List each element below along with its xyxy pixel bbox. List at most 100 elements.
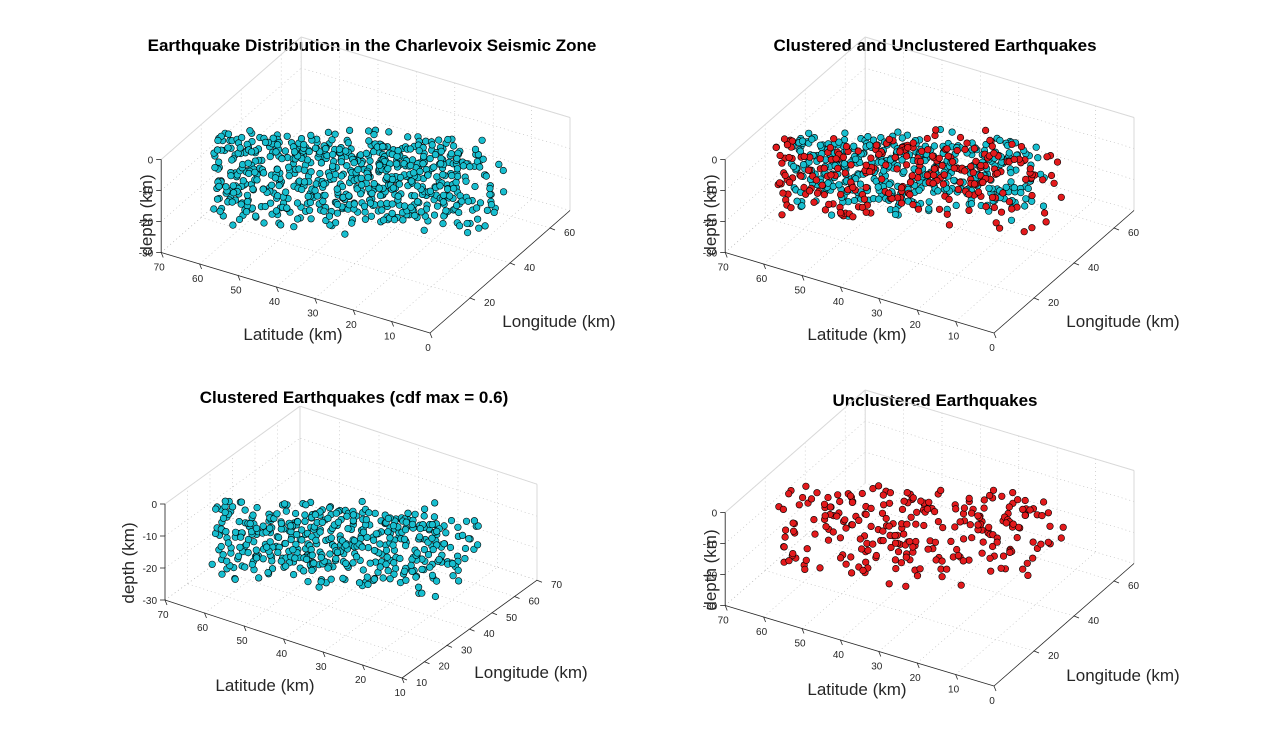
data-point bbox=[816, 564, 824, 572]
data-point bbox=[354, 166, 362, 174]
data-point bbox=[499, 166, 507, 175]
data-point bbox=[985, 491, 994, 500]
data-point bbox=[210, 205, 218, 213]
data-point bbox=[1059, 523, 1067, 531]
data-point bbox=[463, 219, 471, 228]
data-point bbox=[342, 559, 350, 568]
data-point bbox=[478, 136, 486, 144]
data-point bbox=[252, 546, 260, 554]
data-point bbox=[986, 554, 994, 562]
data-point bbox=[350, 159, 358, 167]
y-tick-mark bbox=[391, 321, 394, 327]
data-point bbox=[396, 173, 405, 182]
data-point bbox=[1057, 534, 1065, 542]
data-point bbox=[856, 180, 865, 188]
data-point bbox=[857, 545, 866, 553]
data-point bbox=[416, 167, 424, 176]
data-point bbox=[331, 130, 339, 138]
data-point bbox=[1013, 533, 1021, 542]
data-point bbox=[474, 215, 482, 223]
data-point bbox=[364, 173, 372, 182]
data-point bbox=[924, 146, 932, 154]
x-tick-mark bbox=[491, 612, 498, 616]
data-point bbox=[260, 169, 268, 177]
data-point bbox=[945, 195, 953, 203]
data-point bbox=[999, 189, 1007, 197]
y-tick-mark bbox=[878, 298, 882, 304]
data-point bbox=[237, 200, 245, 208]
data-point bbox=[376, 192, 385, 200]
data-point bbox=[980, 496, 988, 504]
data-point bbox=[408, 520, 417, 529]
data-point bbox=[333, 209, 342, 217]
wall-grid-line bbox=[865, 67, 1135, 149]
data-point bbox=[402, 541, 410, 550]
box-edge bbox=[724, 389, 866, 513]
floor-grid-line bbox=[955, 198, 1096, 322]
data-point bbox=[333, 185, 341, 193]
data-point bbox=[849, 213, 857, 221]
data-point bbox=[924, 545, 932, 553]
data-point bbox=[216, 207, 224, 215]
z-tick-label: -30 bbox=[143, 596, 158, 607]
y-tick-label: 20 bbox=[355, 675, 367, 686]
data-point bbox=[459, 531, 467, 540]
data-point bbox=[875, 150, 883, 158]
data-point bbox=[244, 198, 252, 206]
data-point bbox=[402, 576, 410, 584]
data-point bbox=[420, 226, 428, 234]
data-point bbox=[956, 178, 964, 186]
data-point bbox=[450, 142, 458, 150]
data-point bbox=[803, 545, 811, 553]
floor-grid-line bbox=[765, 570, 1035, 652]
data-point bbox=[869, 485, 877, 493]
data-point bbox=[872, 551, 881, 560]
data-point bbox=[466, 163, 474, 171]
data-point bbox=[404, 509, 412, 517]
data-point bbox=[1024, 571, 1032, 580]
data-point bbox=[317, 578, 325, 586]
data-point bbox=[785, 490, 793, 498]
z-tick-label: -20 bbox=[703, 571, 718, 582]
data-point bbox=[371, 509, 379, 518]
chart-2-axes: Longitude (km) Latitude (km) depth (km) … bbox=[701, 36, 1180, 354]
data-point bbox=[213, 195, 222, 203]
data-point bbox=[798, 202, 806, 210]
data-point bbox=[869, 540, 877, 548]
data-point bbox=[808, 135, 816, 143]
data-point bbox=[275, 182, 283, 190]
data-point bbox=[937, 486, 945, 495]
data-point bbox=[324, 128, 333, 136]
data-point bbox=[939, 180, 948, 188]
x-tick-label: 20 bbox=[439, 662, 451, 673]
data-point bbox=[960, 504, 969, 512]
data-point bbox=[956, 133, 965, 142]
data-point bbox=[436, 182, 444, 190]
data-point bbox=[956, 518, 964, 526]
data-point bbox=[826, 144, 835, 152]
data-point bbox=[1057, 193, 1065, 201]
data-point bbox=[841, 169, 849, 177]
data-point bbox=[370, 148, 378, 156]
data-point bbox=[785, 178, 794, 186]
data-point bbox=[273, 510, 281, 518]
y-tick-mark bbox=[993, 332, 997, 339]
data-point bbox=[900, 168, 908, 176]
data-point bbox=[904, 197, 912, 205]
data-point bbox=[859, 566, 867, 575]
data-point bbox=[303, 156, 312, 164]
y-tick-label: 20 bbox=[346, 320, 358, 331]
data-point bbox=[304, 192, 312, 200]
data-point bbox=[920, 521, 928, 530]
data-point bbox=[907, 513, 915, 521]
chart-4-zlabel: depth (km) bbox=[701, 529, 720, 610]
x-tick-mark bbox=[549, 227, 556, 231]
data-point bbox=[961, 145, 969, 154]
data-point bbox=[835, 138, 843, 146]
data-point bbox=[399, 216, 407, 224]
data-point bbox=[824, 493, 832, 502]
data-point bbox=[433, 527, 441, 536]
wall-grid-line bbox=[865, 420, 1135, 502]
data-point bbox=[847, 161, 855, 169]
data-point bbox=[442, 207, 450, 215]
